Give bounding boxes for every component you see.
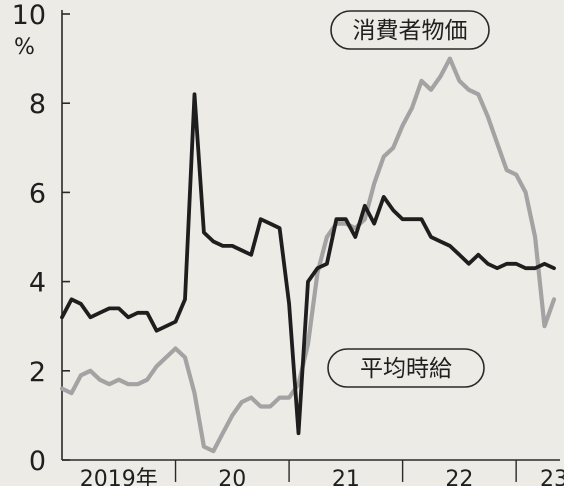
y-tick-label: 8 bbox=[29, 89, 46, 120]
lines-layer bbox=[59, 56, 557, 454]
x-tick-label: 23 bbox=[540, 467, 564, 486]
y-tick-label: 10 bbox=[12, 0, 46, 31]
x-tick-label: 22 bbox=[445, 467, 473, 486]
axes-layer: 0 2 4 6 8 10% 2019年 20 21 22 23 bbox=[12, 0, 564, 486]
y-tick-label: 2 bbox=[29, 357, 46, 388]
y-tick-label: 4 bbox=[29, 268, 46, 299]
callout-box-0 bbox=[330, 10, 490, 50]
series-line-0 bbox=[59, 56, 557, 454]
y-unit-label: % bbox=[14, 35, 35, 60]
x-tick-label: 21 bbox=[332, 467, 360, 486]
x-tick-label: 20 bbox=[218, 467, 246, 486]
callout-box-1 bbox=[327, 348, 485, 388]
series-line-1 bbox=[60, 92, 556, 436]
y-tick-label: 6 bbox=[29, 178, 46, 209]
callout-label-1: 平均時給 bbox=[360, 356, 452, 382]
callout-label-0: 消費者物価 bbox=[353, 18, 468, 44]
y-tick-label: 0 bbox=[29, 446, 46, 477]
x-tick-label: 2019年 bbox=[80, 467, 158, 486]
